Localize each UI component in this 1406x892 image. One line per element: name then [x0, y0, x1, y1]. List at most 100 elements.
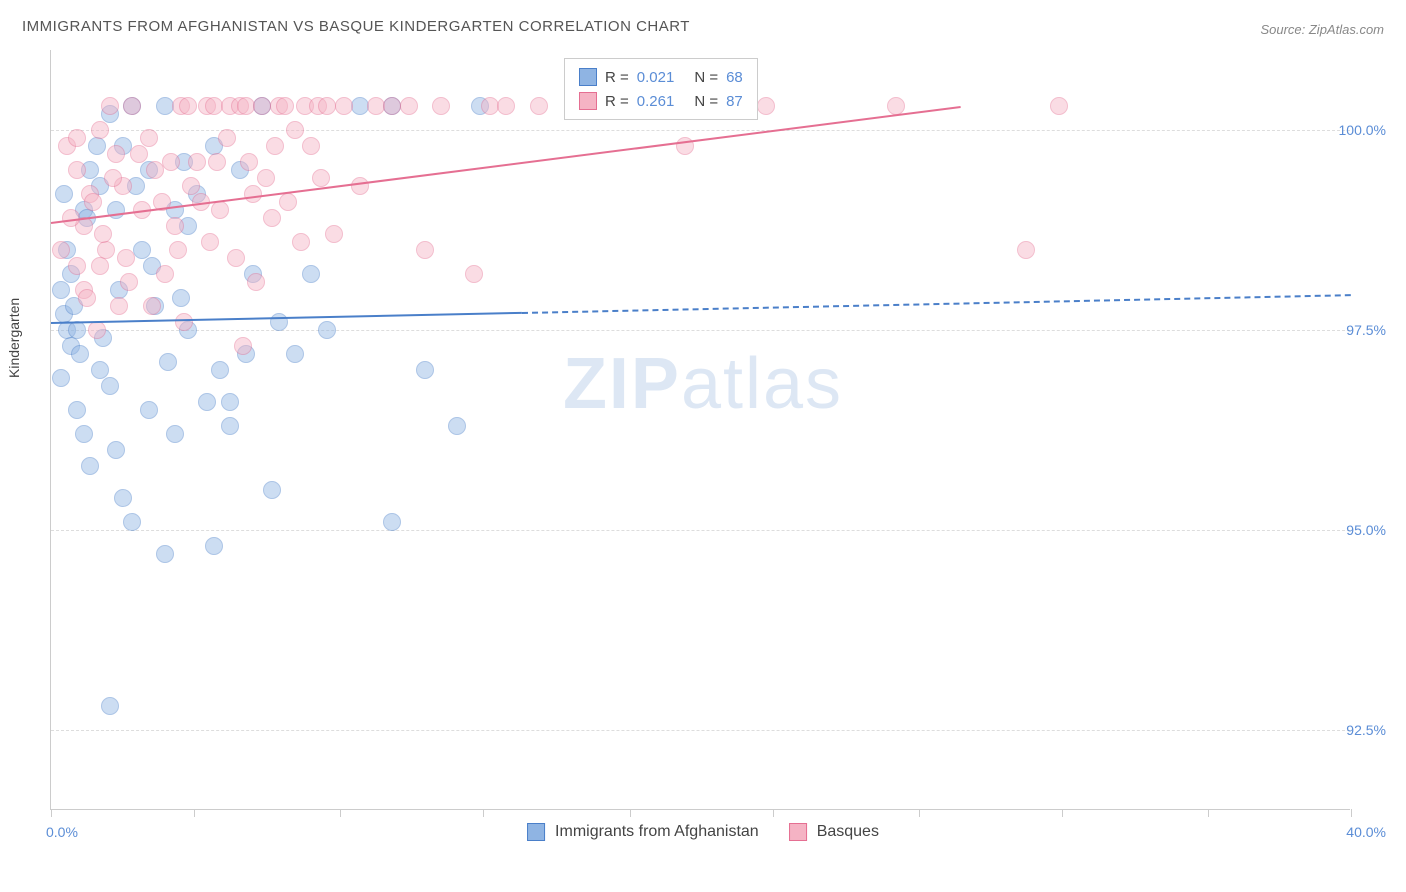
- scatter-point: [416, 361, 434, 379]
- n-value: 68: [726, 69, 743, 86]
- scatter-point: [94, 225, 112, 243]
- scatter-point: [1017, 241, 1035, 259]
- scatter-point: [257, 169, 275, 187]
- scatter-point: [97, 241, 115, 259]
- scatter-point: [312, 169, 330, 187]
- scatter-point: [52, 369, 70, 387]
- scatter-point: [302, 137, 320, 155]
- scatter-point: [757, 97, 775, 115]
- scatter-point: [140, 129, 158, 147]
- trend-line-dashed: [522, 294, 1351, 314]
- scatter-point: [400, 97, 418, 115]
- scatter-point: [52, 281, 70, 299]
- scatter-point: [244, 185, 262, 203]
- scatter-point: [169, 241, 187, 259]
- legend-label-afghanistan: Immigrants from Afghanistan: [555, 823, 759, 841]
- grid-line: [51, 730, 1350, 731]
- grid-line: [51, 530, 1350, 531]
- scatter-point: [52, 241, 70, 259]
- scatter-point: [292, 233, 310, 251]
- scatter-point: [91, 121, 109, 139]
- scatter-point: [88, 137, 106, 155]
- x-tick: [340, 809, 341, 817]
- x-tick: [194, 809, 195, 817]
- scatter-point: [68, 257, 86, 275]
- legend-label-basques: Basques: [817, 823, 879, 841]
- scatter-point: [276, 97, 294, 115]
- scatter-point: [123, 513, 141, 531]
- scatter-point: [156, 265, 174, 283]
- n-value: 87: [726, 93, 743, 110]
- scatter-point: [107, 441, 125, 459]
- r-label: R =: [605, 69, 629, 86]
- scatter-point: [114, 489, 132, 507]
- x-tick: [1351, 809, 1352, 817]
- chart-title: IMMIGRANTS FROM AFGHANISTAN VS BASQUE KI…: [22, 18, 690, 35]
- scatter-point: [887, 97, 905, 115]
- scatter-point: [75, 425, 93, 443]
- plot-area: [50, 50, 1350, 810]
- legend-swatch: [579, 68, 597, 86]
- legend-item-basques: Basques: [789, 820, 879, 844]
- scatter-point: [172, 289, 190, 307]
- scatter-point: [71, 345, 89, 363]
- stats-legend: R =0.021N =68R =0.261N =87: [564, 58, 758, 120]
- scatter-point: [101, 377, 119, 395]
- scatter-point: [81, 457, 99, 475]
- scatter-point: [88, 321, 106, 339]
- scatter-point: [221, 417, 239, 435]
- x-tick: [483, 809, 484, 817]
- scatter-point: [266, 137, 284, 155]
- scatter-point: [208, 153, 226, 171]
- scatter-point: [140, 401, 158, 419]
- legend-swatch-pink: [789, 823, 807, 841]
- scatter-point: [68, 321, 86, 339]
- scatter-point: [91, 257, 109, 275]
- y-tick-label: 97.5%: [1346, 322, 1386, 338]
- scatter-point: [351, 177, 369, 195]
- scatter-point: [448, 417, 466, 435]
- scatter-point: [179, 97, 197, 115]
- x-tick: [51, 809, 52, 817]
- scatter-point: [166, 425, 184, 443]
- scatter-point: [117, 249, 135, 267]
- scatter-point: [325, 225, 343, 243]
- scatter-point: [1050, 97, 1068, 115]
- x-tick: [630, 809, 631, 817]
- r-value: 0.261: [637, 93, 675, 110]
- scatter-point: [166, 217, 184, 235]
- x-tick: [1062, 809, 1063, 817]
- scatter-point: [247, 273, 265, 291]
- scatter-point: [416, 241, 434, 259]
- scatter-point: [123, 97, 141, 115]
- scatter-point: [110, 297, 128, 315]
- scatter-point: [107, 145, 125, 163]
- y-tick-label: 92.5%: [1346, 722, 1386, 738]
- scatter-point: [335, 97, 353, 115]
- scatter-point: [221, 393, 239, 411]
- scatter-point: [279, 193, 297, 211]
- scatter-point: [270, 313, 288, 331]
- scatter-point: [156, 545, 174, 563]
- scatter-point: [84, 193, 102, 211]
- x-tick: [1208, 809, 1209, 817]
- scatter-point: [286, 121, 304, 139]
- scatter-point: [68, 401, 86, 419]
- scatter-point: [286, 345, 304, 363]
- scatter-point: [68, 129, 86, 147]
- x-tick-40: 40.0%: [1346, 824, 1386, 840]
- scatter-point: [159, 353, 177, 371]
- scatter-point: [227, 249, 245, 267]
- n-label: N =: [694, 69, 718, 86]
- y-tick-label: 95.0%: [1346, 522, 1386, 538]
- scatter-point: [188, 153, 206, 171]
- n-label: N =: [694, 93, 718, 110]
- source-label: Source: ZipAtlas.com: [1260, 22, 1384, 37]
- grid-line: [51, 330, 1350, 331]
- scatter-point: [263, 209, 281, 227]
- scatter-point: [78, 289, 96, 307]
- scatter-point: [465, 265, 483, 283]
- stats-legend-row: R =0.261N =87: [579, 89, 743, 113]
- scatter-point: [68, 161, 86, 179]
- scatter-point: [205, 537, 223, 555]
